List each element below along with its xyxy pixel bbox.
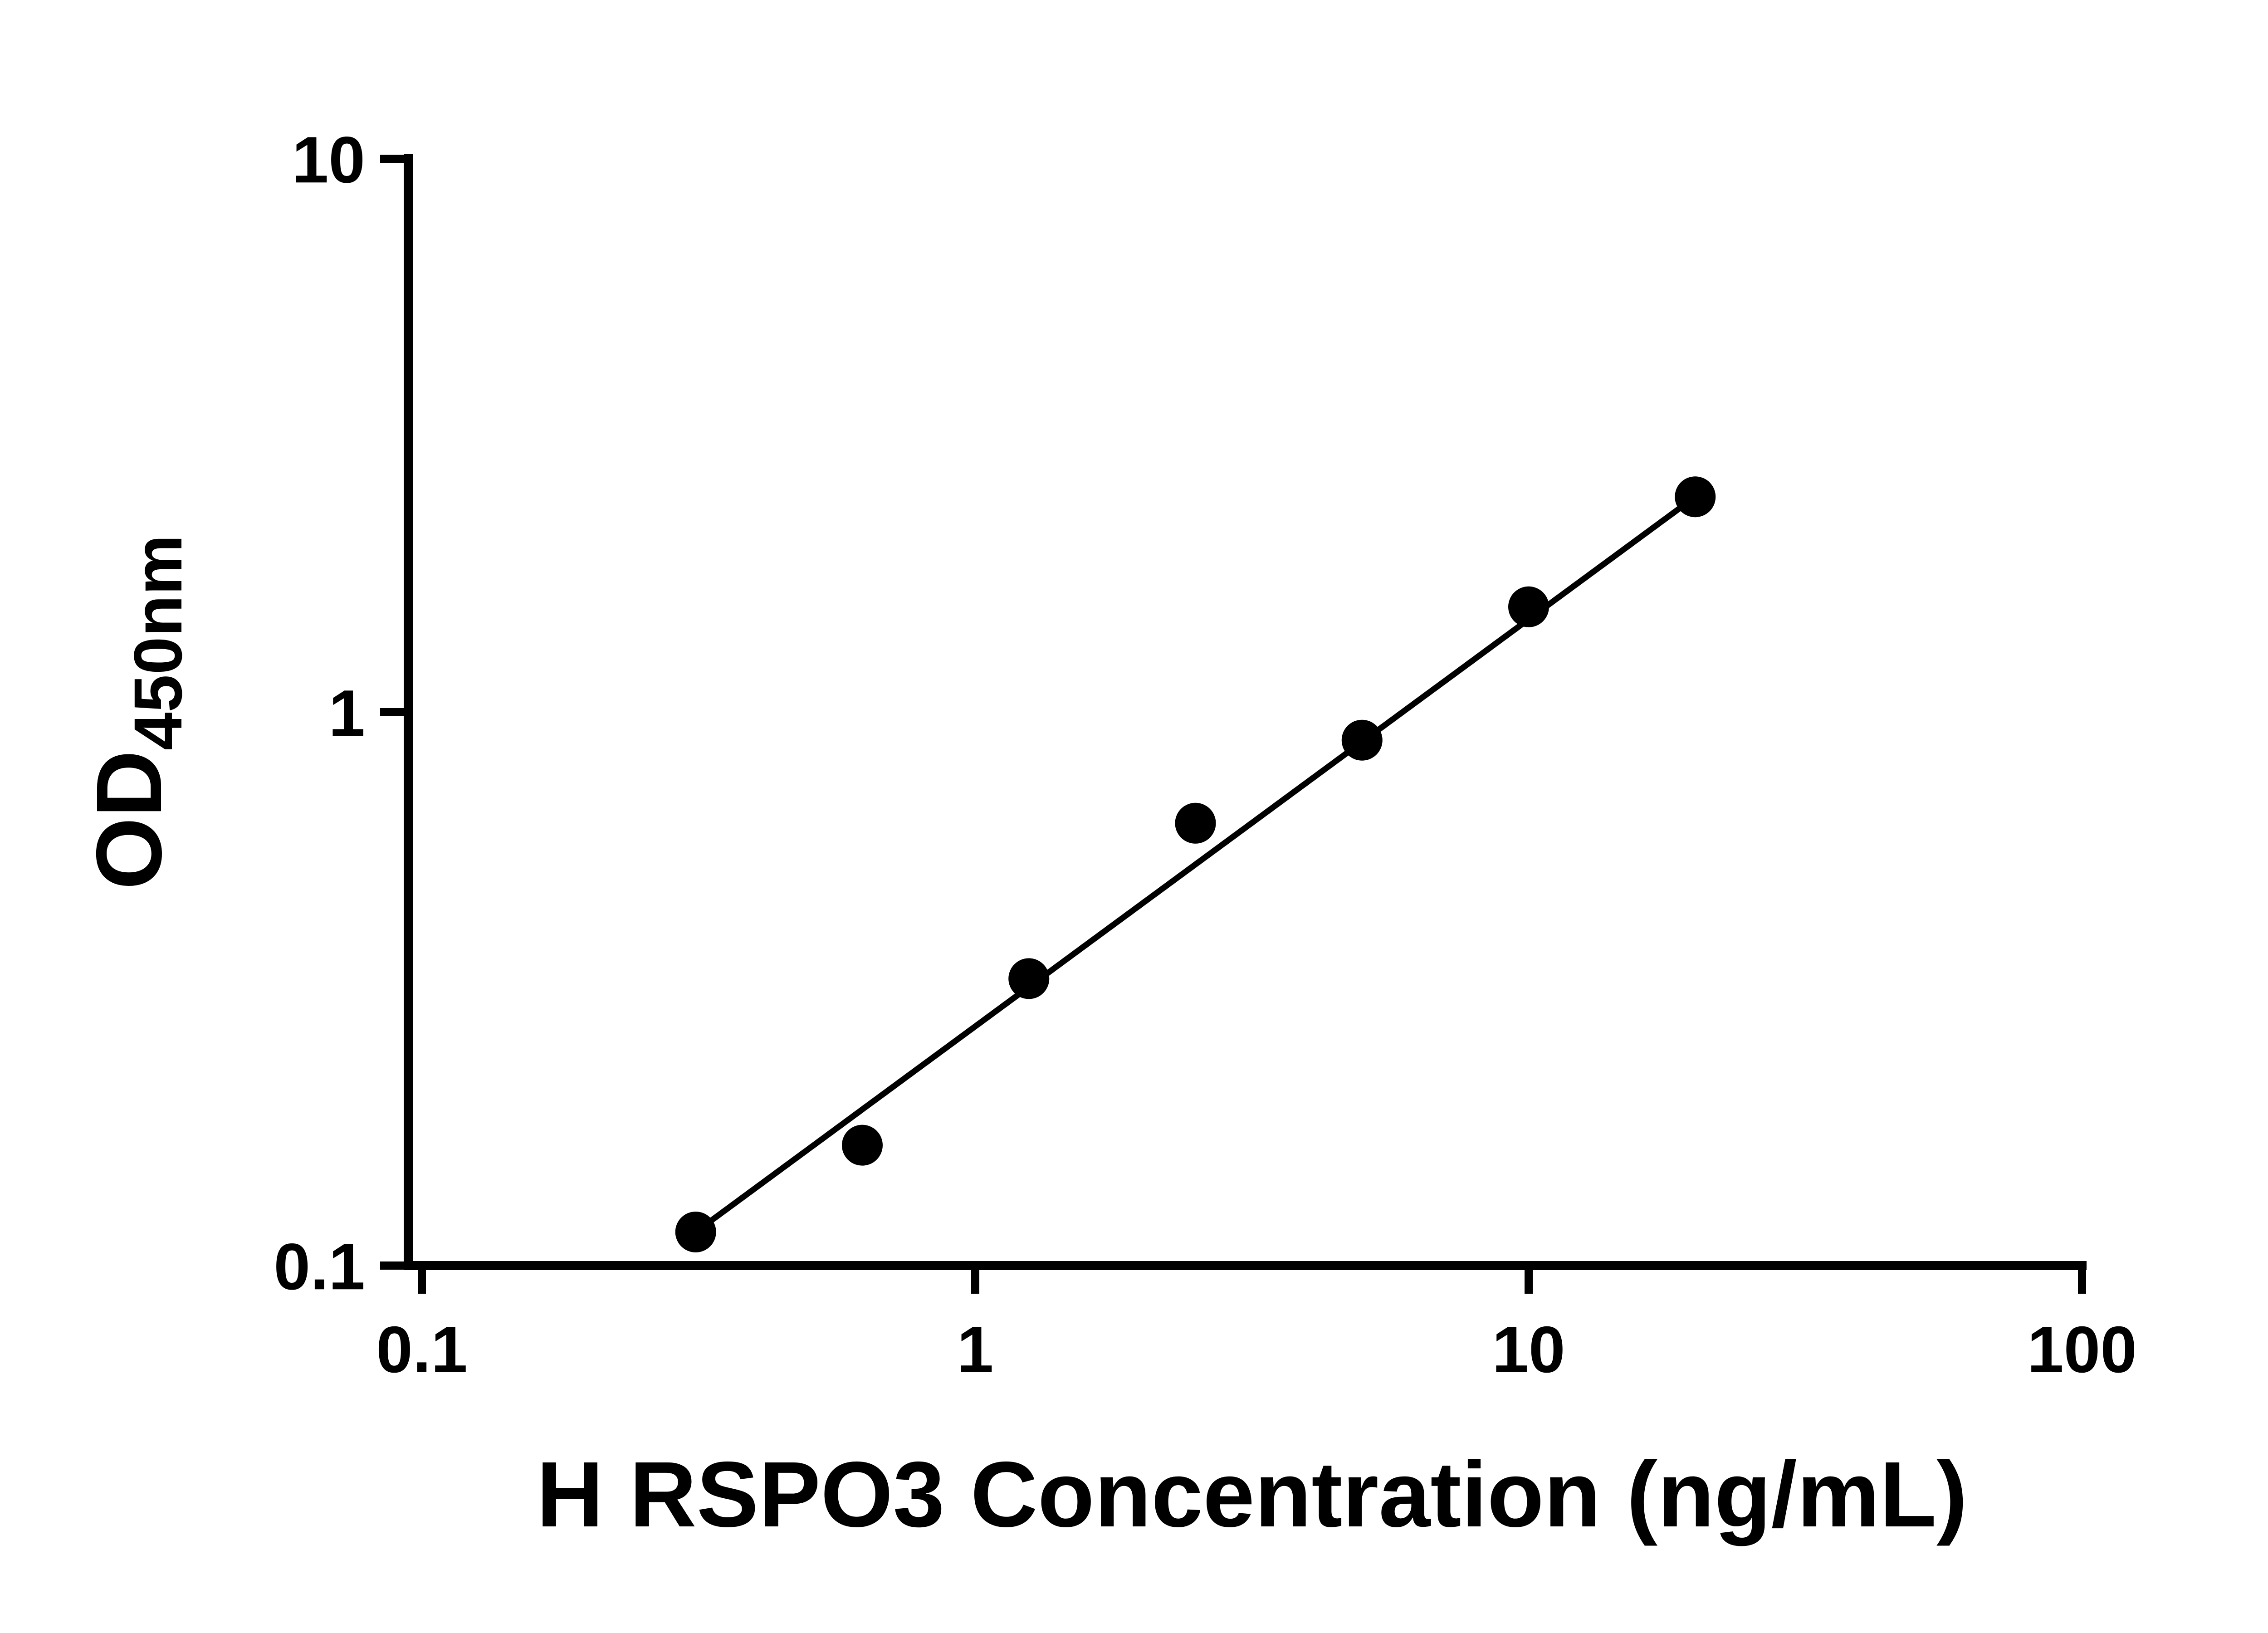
data-point xyxy=(841,1125,883,1166)
y-tick-label: 1 xyxy=(328,676,365,750)
data-point xyxy=(675,1211,716,1252)
y-tick-label: 10 xyxy=(292,123,365,196)
x-tick-label: 10 xyxy=(1492,1313,1565,1386)
plot-area: 0.1 1 10 100 0.1 1 10 xyxy=(274,123,2137,1386)
x-axis-title: H RSPO3 Concentration (ng/mL) xyxy=(537,1442,1968,1546)
data-point xyxy=(1675,476,1716,518)
y-axis-title-main: OD xyxy=(77,750,181,890)
data-point xyxy=(1175,802,1216,844)
data-point xyxy=(1341,719,1383,761)
data-point xyxy=(1008,958,1050,999)
x-tick-label: 100 xyxy=(2027,1313,2137,1386)
y-axis-title-subscript: 450nm xyxy=(120,535,196,750)
data-point xyxy=(1508,586,1549,627)
x-tick-label: 0.1 xyxy=(376,1313,468,1386)
y-tick-label: 0.1 xyxy=(274,1230,365,1303)
y-axis-title: OD450nm xyxy=(77,535,196,890)
x-tick-label: 1 xyxy=(957,1313,994,1386)
